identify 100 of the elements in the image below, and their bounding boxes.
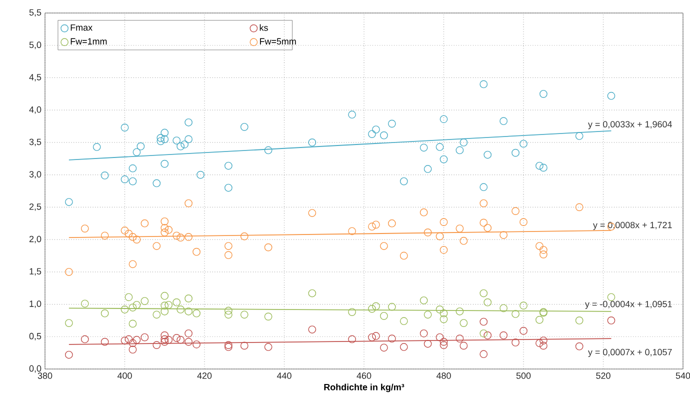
point [440, 246, 448, 254]
y-tick-label: 0,5 [29, 332, 42, 340]
point [540, 336, 548, 344]
point [440, 218, 448, 226]
point [160, 307, 169, 316]
y-tick-label: 3,5 [29, 138, 42, 146]
point [120, 226, 129, 234]
point [440, 338, 448, 346]
point [128, 260, 137, 268]
point [456, 307, 464, 316]
point [64, 268, 73, 276]
point [192, 309, 200, 318]
point [128, 233, 137, 241]
point [480, 199, 488, 208]
point [436, 333, 444, 342]
y-tick-label: 5,0 [29, 42, 42, 50]
y-tick-label: 0,0 [29, 365, 42, 373]
y-tick-label: 2,5 [29, 203, 42, 211]
point [224, 251, 232, 260]
point [420, 208, 428, 216]
point [224, 162, 232, 170]
point [460, 342, 468, 350]
x-axis-title: Rohdichte in kg/m³ [324, 384, 404, 392]
point [196, 170, 204, 179]
point [80, 335, 89, 344]
x-tick-label: 540 [676, 372, 690, 379]
point [224, 242, 232, 250]
point [128, 304, 137, 312]
point [100, 232, 109, 240]
y-tick-label: 5,5 [29, 9, 42, 17]
point [456, 334, 464, 343]
point [124, 335, 133, 344]
point [120, 175, 129, 184]
point [380, 131, 388, 140]
point [132, 236, 141, 244]
point [424, 165, 432, 173]
point [152, 242, 161, 250]
point [372, 302, 380, 310]
point [372, 332, 380, 340]
point [388, 302, 396, 311]
point [436, 232, 444, 240]
point [388, 219, 396, 228]
point [128, 320, 137, 328]
point [172, 136, 181, 144]
point [500, 304, 508, 312]
annotation: y = 0,0033x + 1,9604 [588, 121, 672, 130]
point [80, 224, 89, 232]
point [160, 224, 169, 232]
point [264, 243, 272, 252]
point [440, 315, 448, 324]
point [480, 80, 488, 88]
point [348, 110, 356, 119]
point [152, 179, 161, 188]
annotation: y = 0,0007x + 0,1057 [588, 348, 672, 358]
point [100, 338, 109, 346]
point [536, 242, 544, 250]
point [140, 297, 149, 305]
x-tick-label: 460 [356, 372, 372, 379]
point [348, 335, 356, 344]
point [575, 203, 584, 212]
point [420, 329, 428, 338]
point [372, 220, 380, 229]
point [224, 306, 232, 315]
point [224, 343, 232, 351]
point [240, 342, 248, 350]
point [184, 199, 192, 208]
point [124, 293, 133, 302]
point [264, 312, 272, 321]
point [132, 336, 141, 344]
point [176, 306, 185, 314]
point [128, 339, 137, 348]
point [224, 341, 232, 349]
y-tick-label: 4,5 [29, 74, 42, 82]
point [164, 300, 173, 309]
point [512, 207, 520, 215]
point [480, 318, 488, 326]
point [424, 340, 432, 348]
point [400, 317, 408, 326]
point [120, 336, 129, 344]
point [184, 118, 192, 126]
point [540, 90, 548, 98]
point [540, 342, 548, 350]
point [64, 198, 73, 206]
y-tick-label: 1,5 [30, 268, 42, 276]
point [480, 289, 488, 298]
point [92, 143, 101, 151]
point [184, 233, 192, 241]
point [372, 126, 380, 134]
point [80, 300, 89, 308]
point [460, 236, 468, 245]
point [400, 252, 408, 260]
point [160, 128, 169, 137]
point [480, 350, 488, 358]
point [184, 338, 192, 346]
point [176, 336, 185, 344]
point [224, 310, 232, 319]
point [388, 120, 396, 128]
point [160, 292, 169, 300]
point [368, 222, 376, 231]
point [368, 333, 376, 342]
